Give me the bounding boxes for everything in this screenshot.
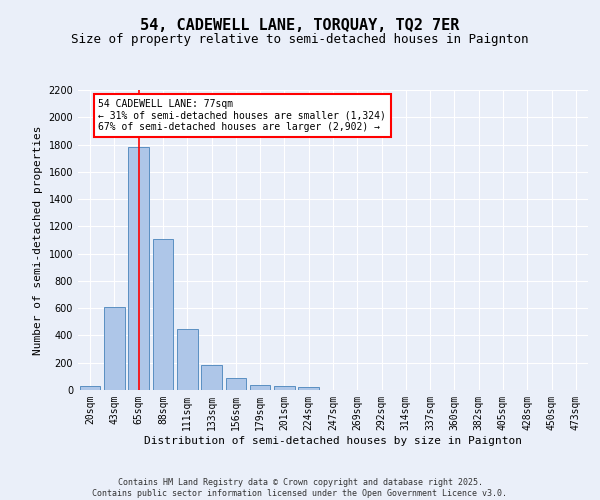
Bar	[80, 386, 100, 390]
Bar	[226, 378, 246, 390]
X-axis label: Distribution of semi-detached houses by size in Paignton: Distribution of semi-detached houses by …	[144, 436, 522, 446]
Bar	[104, 307, 125, 390]
Y-axis label: Number of semi-detached properties: Number of semi-detached properties	[33, 125, 43, 355]
Text: 54, CADEWELL LANE, TORQUAY, TQ2 7ER: 54, CADEWELL LANE, TORQUAY, TQ2 7ER	[140, 18, 460, 32]
Bar	[152, 238, 173, 390]
Text: 54 CADEWELL LANE: 77sqm
← 31% of semi-detached houses are smaller (1,324)
67% of: 54 CADEWELL LANE: 77sqm ← 31% of semi-de…	[98, 99, 386, 132]
Bar	[128, 148, 149, 390]
Bar	[201, 366, 222, 390]
Bar	[298, 388, 319, 390]
Bar	[250, 384, 271, 390]
Bar	[274, 386, 295, 390]
Text: Size of property relative to semi-detached houses in Paignton: Size of property relative to semi-detach…	[71, 32, 529, 46]
Bar	[177, 328, 197, 390]
Text: Contains HM Land Registry data © Crown copyright and database right 2025.
Contai: Contains HM Land Registry data © Crown c…	[92, 478, 508, 498]
